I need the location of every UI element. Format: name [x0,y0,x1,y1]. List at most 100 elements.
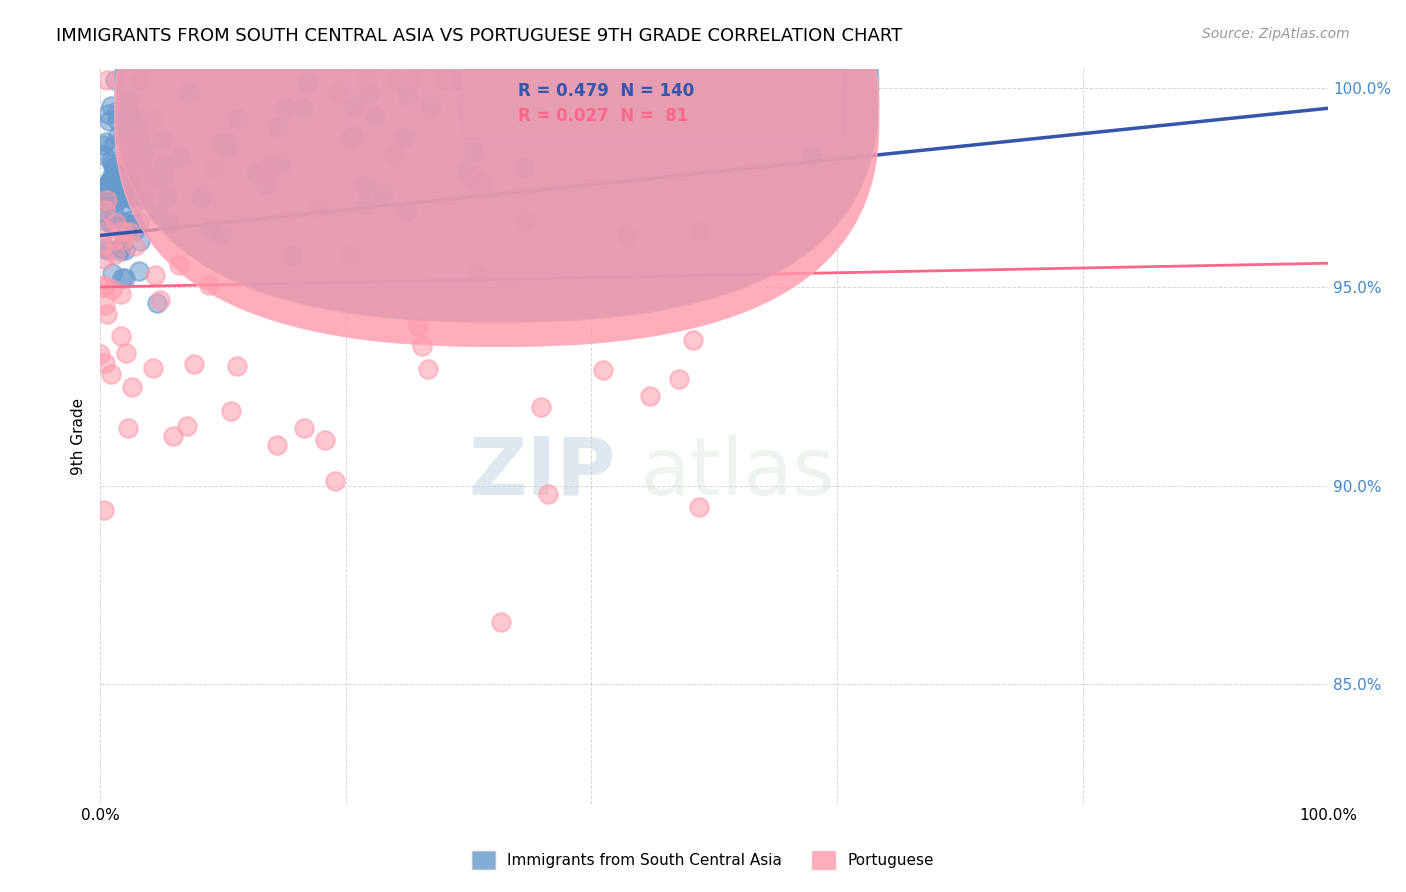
Point [124,183,146,197]
Point [463,145,485,159]
Point [470,73,492,87]
Point [101,181,124,195]
Point [100,368,122,382]
Point [530,400,553,414]
Point [342,129,364,144]
Point [104,215,127,229]
Point [97,107,120,121]
Point [120,126,142,140]
Point [98,175,121,189]
Point [513,160,536,174]
Point [100,99,122,113]
Point [114,174,136,188]
Point [117,421,139,435]
Point [100,157,122,171]
Point [117,190,139,204]
Point [537,486,560,500]
Point [118,225,141,239]
Point [125,189,148,203]
Point [89,347,111,361]
Point [157,217,180,231]
Text: atlas: atlas [641,434,835,512]
Point [124,113,146,128]
Point [460,171,482,186]
Point [94,135,117,149]
Point [276,101,298,115]
Point [103,206,125,220]
Point [295,75,318,89]
Point [339,131,361,145]
Point [592,363,614,377]
Point [115,149,138,163]
Point [111,224,134,238]
Point [146,296,169,310]
Point [325,86,347,100]
Point [104,193,127,207]
Point [456,164,478,178]
Text: IMMIGRANTS FROM SOUTH CENTRAL ASIA VS PORTUGUESE 9TH GRADE CORRELATION CHART: IMMIGRANTS FROM SOUTH CENTRAL ASIA VS PO… [56,27,903,45]
Point [447,73,470,87]
Point [688,500,710,514]
Point [112,125,135,139]
Point [112,232,135,246]
Point [94,223,117,237]
Point [402,73,425,87]
FancyBboxPatch shape [463,69,844,138]
Point [148,205,170,219]
Point [152,172,174,186]
Text: R = 0.027  N =  81: R = 0.027 N = 81 [517,106,688,125]
Point [136,177,159,191]
Point [111,202,134,217]
Point [394,130,416,145]
Point [114,244,136,258]
Point [153,159,176,173]
Point [129,158,152,172]
Point [457,105,479,120]
Point [100,153,122,167]
Point [105,191,128,205]
Point [198,222,221,236]
Point [104,195,127,210]
Point [101,139,124,153]
Point [121,379,143,393]
Point [97,175,120,189]
Point [406,318,429,333]
Point [114,270,136,285]
Point [292,101,315,115]
Point [91,148,114,162]
Point [101,266,124,280]
Text: R = 0.479  N = 140: R = 0.479 N = 140 [517,82,695,100]
Point [526,73,548,87]
Point [91,236,114,251]
FancyBboxPatch shape [115,0,879,322]
Point [105,172,128,186]
Point [465,267,488,281]
Point [120,160,142,174]
Point [801,149,824,163]
Point [454,95,477,109]
Point [686,224,709,238]
Point [484,120,506,135]
Point [112,171,135,186]
Point [269,158,291,172]
Point [111,215,134,229]
Point [519,73,541,87]
Point [97,114,120,128]
Point [162,429,184,443]
Point [134,192,156,206]
Point [603,73,626,87]
Point [91,186,114,201]
Point [416,362,439,376]
Point [198,278,221,293]
Point [103,216,125,230]
Point [125,179,148,194]
Point [482,108,505,122]
Point [115,179,138,194]
Point [150,133,173,147]
Point [94,241,117,255]
Point [142,169,165,184]
Point [382,146,405,161]
Point [107,174,129,188]
Point [142,112,165,127]
Point [101,166,124,180]
